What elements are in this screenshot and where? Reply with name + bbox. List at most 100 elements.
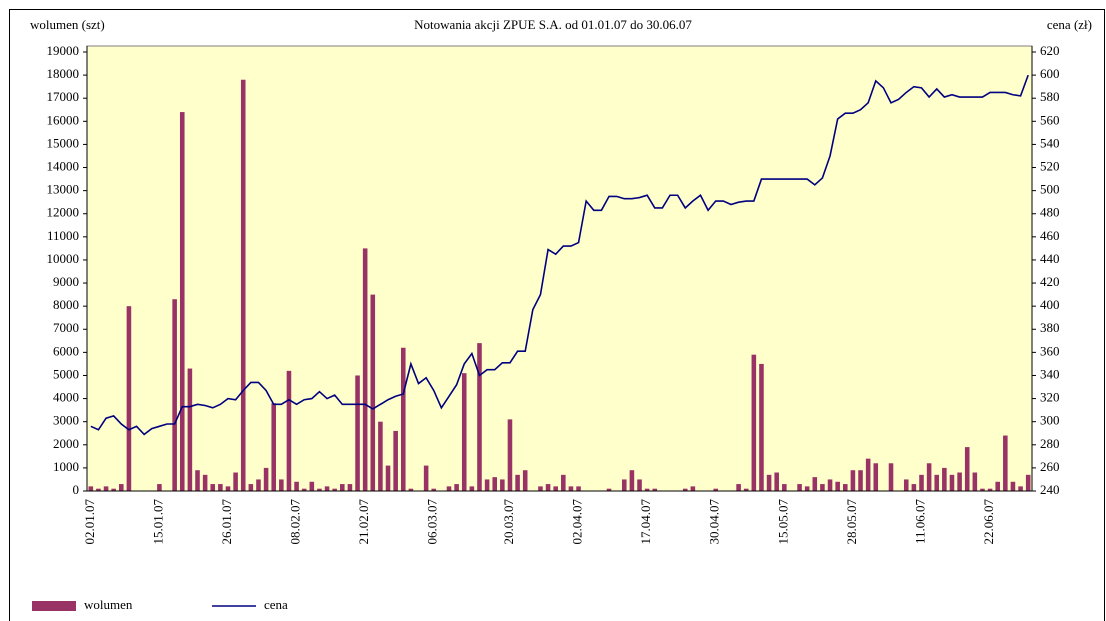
bar xyxy=(484,479,490,491)
bar xyxy=(103,486,109,491)
x-tick-label: 30.04.07 xyxy=(707,499,722,545)
y2-tick-label: 280 xyxy=(1040,436,1060,451)
y-tick-label: 18000 xyxy=(47,66,80,81)
bar xyxy=(942,467,947,491)
x-tick-label: 20.03.07 xyxy=(501,499,516,545)
bar xyxy=(964,447,970,491)
bar xyxy=(454,484,459,491)
bar xyxy=(500,479,505,491)
bar xyxy=(240,79,246,491)
y-tick-label: 8000 xyxy=(53,297,79,312)
legend-label: wolumen xyxy=(84,597,133,612)
bar xyxy=(370,294,376,491)
y2-tick-label: 320 xyxy=(1040,390,1060,405)
bar xyxy=(248,484,254,491)
x-tick-label: 06.03.07 xyxy=(425,499,440,545)
x-tick-label: 15.01.07 xyxy=(150,499,165,545)
y-tick-label: 5000 xyxy=(53,366,79,381)
bar xyxy=(629,470,635,491)
bar xyxy=(400,347,406,491)
bar xyxy=(865,458,871,491)
bar xyxy=(286,370,292,491)
y2-tick-label: 300 xyxy=(1040,413,1060,428)
legend-label: cena xyxy=(264,597,288,612)
bar xyxy=(515,474,520,491)
bar xyxy=(263,467,269,491)
bar xyxy=(423,465,429,491)
bar xyxy=(538,486,543,491)
bar xyxy=(1025,474,1031,491)
bar xyxy=(576,486,581,491)
bar xyxy=(949,474,955,491)
y2-tick-label: 480 xyxy=(1040,205,1060,220)
y2-tick-label: 440 xyxy=(1040,251,1060,266)
price-line xyxy=(90,74,1029,436)
bar xyxy=(980,488,985,491)
y2-axis-title: cena (zł) xyxy=(1047,17,1092,32)
bar xyxy=(690,486,696,491)
y2-tick-label: 380 xyxy=(1040,320,1060,335)
x-tick-label: 08.02.07 xyxy=(288,499,303,545)
bar xyxy=(172,299,177,491)
bar xyxy=(637,479,642,491)
bar xyxy=(561,474,566,491)
y-tick-label: 16000 xyxy=(47,112,80,127)
bar xyxy=(225,486,231,491)
bar xyxy=(606,488,612,491)
bar xyxy=(545,484,551,491)
y2-tick-label: 560 xyxy=(1040,112,1060,127)
bar xyxy=(111,488,116,491)
y2-tick-label: 400 xyxy=(1040,297,1060,312)
y-tick-label: 7000 xyxy=(53,320,79,335)
y-tick-label: 9000 xyxy=(53,274,79,289)
bar xyxy=(835,481,840,491)
y2-tick-label: 580 xyxy=(1040,89,1060,104)
y-tick-label: 17000 xyxy=(47,89,80,104)
bar xyxy=(340,484,345,491)
bar xyxy=(324,486,330,491)
y-tick-label: 14000 xyxy=(47,159,80,174)
y2-tick-label: 420 xyxy=(1040,274,1060,289)
bar xyxy=(317,488,322,491)
bar xyxy=(157,484,162,491)
bar xyxy=(850,470,856,491)
y-tick-label: 12000 xyxy=(47,205,80,220)
y-axis-title: wolumen (szt) xyxy=(30,17,105,32)
y-tick-label: 15000 xyxy=(47,135,80,150)
bar xyxy=(492,477,498,491)
y-tick-label: 2000 xyxy=(53,436,79,451)
bar xyxy=(766,474,772,491)
bar xyxy=(362,248,368,491)
bar xyxy=(309,481,315,491)
bar xyxy=(88,486,94,491)
y2-tick-label: 620 xyxy=(1040,43,1060,58)
bar xyxy=(1010,481,1016,491)
bar xyxy=(301,488,307,491)
bar xyxy=(903,479,909,491)
y-tick-label: 0 xyxy=(73,482,80,497)
y-tick-label: 19000 xyxy=(47,43,80,58)
bar xyxy=(347,484,353,491)
bar xyxy=(995,481,1000,491)
bar xyxy=(393,430,398,491)
y2-tick-label: 500 xyxy=(1040,182,1060,197)
bar xyxy=(233,472,238,491)
bar xyxy=(713,488,719,491)
bar xyxy=(431,488,437,491)
bar xyxy=(804,486,810,491)
bar xyxy=(522,470,528,491)
bar xyxy=(126,306,132,491)
bar xyxy=(797,484,802,491)
bar xyxy=(332,488,337,491)
x-tick-label: 22.06.07 xyxy=(981,499,996,545)
bar xyxy=(644,488,650,491)
x-tick-label: 21.02.07 xyxy=(356,499,371,545)
bar xyxy=(1018,486,1023,491)
y2-tick-label: 600 xyxy=(1040,66,1060,81)
chart-title: Notowania akcji ZPUE S.A. od 01.01.07 do… xyxy=(414,17,692,32)
y-tick-label: 6000 xyxy=(53,343,79,358)
bar xyxy=(553,486,558,491)
y2-tick-label: 460 xyxy=(1040,228,1060,243)
bar xyxy=(812,477,818,491)
